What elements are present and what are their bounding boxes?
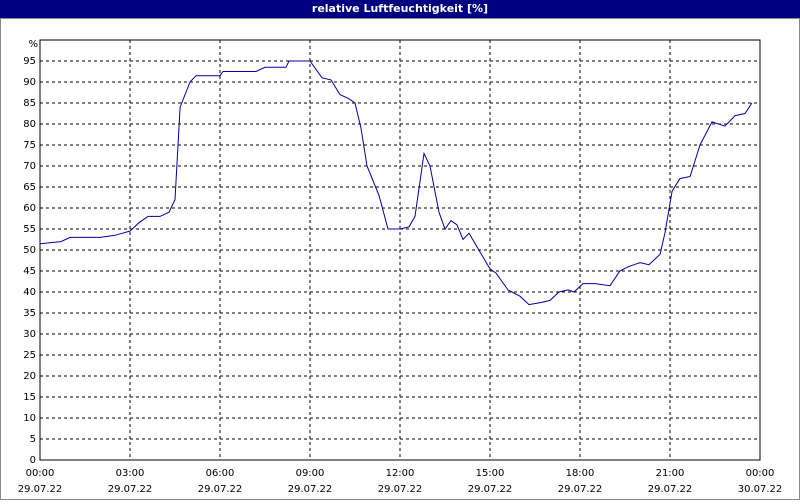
y-tick-label: 40	[23, 287, 36, 298]
x-tick-label: 00:00	[746, 468, 775, 479]
x-tick-date: 29.07.22	[288, 484, 333, 495]
y-tick-label: 80	[23, 119, 36, 130]
y-tick-label: 35	[23, 308, 36, 319]
x-tick-label: 15:00	[476, 468, 505, 479]
x-tick-label: 09:00	[296, 468, 325, 479]
y-tick-label: 60	[23, 203, 36, 214]
y-tick-label: 5	[30, 434, 36, 445]
y-tick-label: 30	[23, 329, 36, 340]
x-tick-date: 29.07.22	[108, 484, 153, 495]
y-tick-label: 45	[23, 266, 36, 277]
y-tick-label: 75	[23, 140, 36, 151]
y-tick-label: 85	[23, 98, 36, 109]
x-tick-date: 29.07.22	[198, 484, 243, 495]
x-tick-label: 18:00	[566, 468, 595, 479]
y-tick-label: 15	[23, 392, 36, 403]
x-tick-label: 00:00	[26, 468, 55, 479]
y-tick-label: 90	[23, 77, 36, 88]
x-tick-date: 29.07.22	[468, 484, 513, 495]
y-tick-label: 65	[23, 182, 36, 193]
y-unit: %	[28, 39, 38, 50]
y-tick-label: 0	[30, 455, 36, 466]
y-tick-label: 25	[23, 350, 36, 361]
chart-title: relative Luftfeuchtigkeit [%]	[312, 2, 488, 15]
x-tick-date: 30.07.22	[738, 484, 783, 495]
x-tick-date: 29.07.22	[18, 484, 63, 495]
y-tick-label: 10	[23, 413, 36, 424]
x-tick-date: 29.07.22	[558, 484, 603, 495]
y-tick-label: 70	[23, 161, 36, 172]
title-bar	[0, 0, 800, 18]
x-tick-date: 29.07.22	[378, 484, 423, 495]
y-tick-label: 55	[23, 224, 36, 235]
y-tick-label: 50	[23, 245, 36, 256]
x-tick-date: 29.07.22	[648, 484, 693, 495]
x-tick-label: 06:00	[206, 468, 235, 479]
y-tick-label: 20	[23, 371, 36, 382]
plot-border	[39, 39, 761, 461]
x-tick-label: 03:00	[116, 468, 145, 479]
y-tick-label: 95	[23, 56, 36, 67]
x-tick-label: 12:00	[386, 468, 415, 479]
data-line	[39, 60, 753, 306]
x-tick-label: 21:00	[656, 468, 685, 479]
